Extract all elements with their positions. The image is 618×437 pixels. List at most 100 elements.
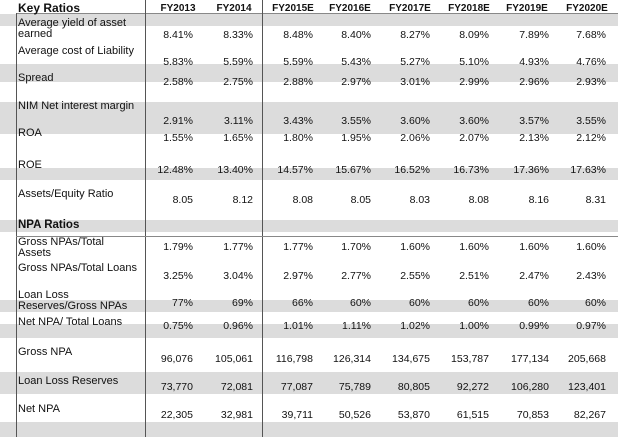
row-divider — [16, 13, 618, 14]
column-header-year: FY2014 — [216, 3, 252, 14]
row-value: 1.60% — [519, 241, 549, 253]
row-value: 16.73% — [453, 164, 489, 176]
row-value: 8.31 — [585, 194, 606, 206]
row-value: 8.05 — [350, 194, 371, 206]
table-title: Key Ratios — [18, 1, 81, 15]
row-value: 1.77% — [283, 241, 313, 253]
row-value: 77,087 — [280, 381, 313, 393]
row-value: 5.27% — [400, 56, 430, 68]
row-value: 2.97% — [341, 76, 371, 88]
row-value: 3.25% — [163, 270, 193, 282]
row-label: Gross NPA — [18, 346, 73, 358]
row-value: 2.75% — [223, 76, 253, 88]
row-stripe — [0, 14, 618, 26]
row-stripe — [0, 64, 618, 82]
row-value: 69% — [231, 297, 253, 309]
row-value: 8.40% — [341, 29, 371, 41]
column-header-year: FY2020E — [566, 3, 608, 14]
row-value: 3.04% — [223, 270, 253, 282]
row-value: 1.60% — [400, 241, 430, 253]
row-value: 7.68% — [576, 29, 606, 41]
row-value: 123,401 — [568, 381, 606, 393]
row-value: 8.08 — [468, 194, 489, 206]
row-value: 0.97% — [576, 320, 606, 332]
column-header-year: FY2016E — [329, 3, 371, 14]
row-value: 8.16 — [528, 194, 549, 206]
row-value: 153,787 — [451, 353, 489, 365]
row-value: 177,134 — [511, 353, 549, 365]
row-stripe — [0, 422, 618, 437]
row-label: Loan Loss Reserves — [18, 375, 119, 387]
column-header-year: FY2017E — [389, 3, 431, 14]
row-value: 14.57% — [277, 164, 313, 176]
row-value: 3.55% — [576, 115, 606, 127]
row-value: 12.48% — [157, 164, 193, 176]
row-value: 1.65% — [223, 132, 253, 144]
row-value: 1.80% — [283, 132, 313, 144]
row-label: Average yield of asset earned — [18, 17, 127, 40]
row-value: 1.95% — [341, 132, 371, 144]
column-divider — [16, 13, 17, 437]
column-header-year: FY2013 — [160, 3, 196, 14]
row-value: 0.96% — [223, 320, 253, 332]
row-value: 2.58% — [163, 76, 193, 88]
row-value: 8.12 — [232, 194, 253, 206]
row-value: 8.09% — [459, 29, 489, 41]
column-header-year: FY2018E — [448, 3, 490, 14]
row-value: 2.99% — [459, 76, 489, 88]
row-value: 1.79% — [163, 241, 193, 253]
row-value: 39,711 — [281, 409, 313, 421]
row-value: 60% — [527, 297, 549, 309]
row-stripe — [0, 372, 618, 394]
row-value: 2.97% — [283, 270, 313, 282]
row-value: 2.91% — [163, 115, 193, 127]
row-value: 17.63% — [570, 164, 606, 176]
row-value: 22,305 — [160, 409, 193, 421]
row-value: 75,789 — [338, 381, 371, 393]
column-header-year: FY2019E — [506, 3, 548, 14]
row-value: 3.57% — [519, 115, 549, 127]
row-value: 1.77% — [223, 241, 253, 253]
row-stripe — [0, 324, 618, 338]
row-value: 1.00% — [459, 320, 489, 332]
row-value: 8.08 — [292, 194, 313, 206]
row-value: 3.60% — [459, 115, 489, 127]
row-value: 77% — [171, 297, 193, 309]
row-value: 2.77% — [341, 270, 371, 282]
row-value: 4.76% — [576, 56, 606, 68]
row-value: 61,515 — [456, 409, 489, 421]
row-label: NIM Net interest margin — [18, 100, 135, 112]
row-label: Net NPA/ Total Loans — [18, 316, 123, 328]
row-value: 8.33% — [223, 29, 253, 41]
row-label: Gross NPAs/Total Assets — [18, 236, 104, 259]
row-label: Average cost of Liability — [18, 45, 134, 57]
row-stripe — [0, 220, 618, 232]
row-value: 2.55% — [400, 270, 430, 282]
row-value: 2.13% — [519, 132, 549, 144]
row-label: Net NPA — [18, 403, 60, 415]
row-value: 60% — [349, 297, 371, 309]
row-value: 116,798 — [275, 353, 313, 365]
row-value: 3.11% — [224, 115, 253, 127]
row-label: ROE — [18, 159, 42, 171]
row-label: Assets/Equity Ratio — [18, 188, 114, 200]
row-value: 1.70% — [341, 241, 371, 253]
row-label: ROA — [18, 127, 42, 139]
row-label: Gross NPAs/Total Loans — [18, 262, 138, 274]
row-value: 8.03 — [409, 194, 430, 206]
row-label: Loan Loss Reserves/Gross NPAs — [18, 289, 128, 312]
row-value: 60% — [408, 297, 430, 309]
row-value: 80,805 — [397, 381, 430, 393]
row-value: 73,770 — [160, 381, 193, 393]
row-value: 2.88% — [283, 76, 313, 88]
header-row: Key Ratios FY2013 FY2014 FY2015E FY2016E FY20… — [0, 2, 618, 14]
row-value: 105,061 — [215, 353, 253, 365]
row-value: 5.43% — [341, 56, 371, 68]
row-value: 72,081 — [220, 381, 253, 393]
row-value: 5.83% — [163, 56, 193, 68]
row-value: 4.93% — [519, 56, 549, 68]
column-header-year: FY2015E — [272, 3, 314, 14]
row-value: 32,981 — [220, 409, 253, 421]
row-value: 1.55% — [163, 132, 193, 144]
